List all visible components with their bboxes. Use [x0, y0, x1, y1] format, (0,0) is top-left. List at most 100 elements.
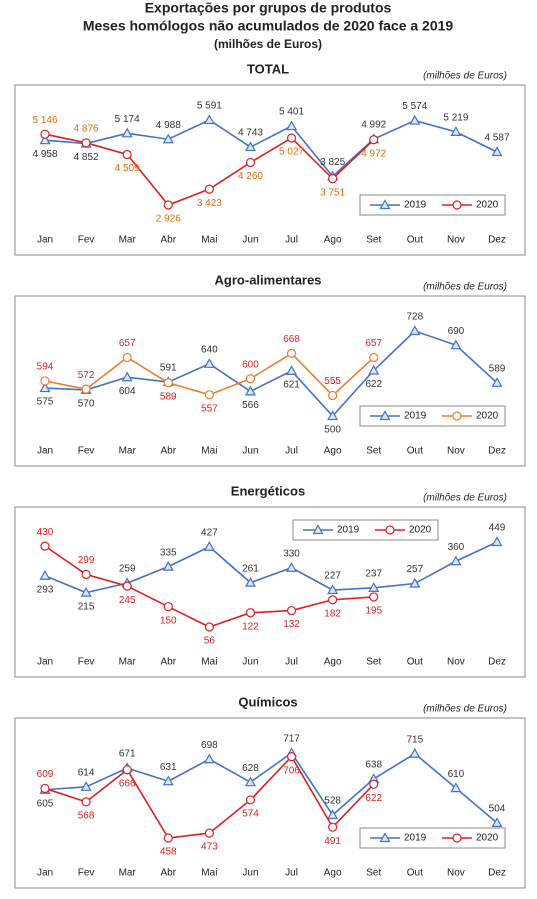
data-label: 122 — [242, 621, 259, 632]
x-tick-label: Dez — [488, 235, 506, 246]
data-label: 4 958 — [32, 149, 57, 160]
marker — [163, 378, 173, 388]
marker — [40, 783, 50, 794]
chart-title: Agro-alimentares — [215, 272, 322, 287]
series-line — [44, 751, 498, 824]
marker — [369, 352, 379, 363]
x-tick-label: Jan — [37, 657, 53, 668]
data-label: 430 — [37, 527, 54, 538]
plot-frame — [14, 84, 526, 256]
marker — [450, 126, 462, 136]
legend-box — [359, 827, 506, 849]
data-label: 4 260 — [238, 171, 263, 182]
x-tick-label: Ago — [324, 235, 342, 246]
data-label: 150 — [160, 615, 177, 626]
marker — [368, 364, 380, 375]
data-label: 570 — [78, 399, 95, 410]
data-label: 728 — [406, 312, 423, 323]
marker — [286, 365, 298, 375]
x-tick-label: Set — [366, 657, 381, 668]
data-label: 4 587 — [484, 133, 509, 144]
chart-title: Químicos — [238, 694, 297, 709]
data-label: 504 — [489, 804, 506, 815]
marker — [203, 541, 215, 551]
data-label: 698 — [201, 740, 218, 751]
data-label: 690 — [448, 326, 465, 337]
x-tick-label: Fev — [78, 868, 95, 879]
marker — [379, 410, 391, 421]
data-label: 449 — [489, 523, 506, 534]
marker — [379, 832, 391, 843]
x-tick-label: Nov — [447, 868, 465, 879]
data-label: 5 174 — [115, 114, 140, 125]
data-label: 56 — [204, 636, 216, 647]
marker — [452, 411, 462, 421]
marker — [328, 595, 338, 605]
x-tick-label: Out — [407, 235, 423, 246]
marker — [245, 374, 256, 384]
legend-box — [292, 519, 439, 541]
marker — [312, 524, 324, 535]
data-label: 609 — [37, 769, 54, 780]
data-label: 195 — [365, 606, 382, 617]
data-label: 261 — [242, 563, 259, 574]
data-label: 132 — [283, 619, 300, 630]
marker — [163, 602, 173, 612]
marker — [286, 752, 297, 762]
data-label: 572 — [78, 370, 95, 381]
marker — [244, 776, 256, 787]
data-label: 575 — [37, 397, 54, 408]
marker — [327, 410, 339, 421]
data-label: 2 926 — [156, 214, 181, 225]
data-label: 500 — [324, 425, 341, 436]
data-label: 257 — [406, 564, 423, 575]
marker — [328, 390, 338, 401]
data-label: 528 — [324, 796, 341, 807]
data-label: 638 — [365, 760, 382, 771]
data-label: 574 — [242, 809, 259, 820]
data-label: 621 — [283, 380, 300, 391]
x-tick-label: Jul — [285, 235, 298, 246]
x-tick-label: Jun — [242, 446, 258, 457]
data-label: 245 — [119, 595, 136, 606]
marker — [409, 325, 421, 336]
marker — [450, 555, 462, 566]
x-tick-label: Dez — [488, 657, 506, 668]
data-label: 605 — [37, 798, 54, 809]
x-tick-label: Out — [407, 868, 423, 879]
legend-label: 2019 — [404, 833, 427, 844]
x-tick-label: Abr — [160, 446, 176, 457]
legend-box — [359, 194, 506, 216]
marker — [369, 779, 379, 789]
marker — [204, 390, 214, 400]
marker — [203, 358, 215, 368]
marker — [121, 371, 133, 382]
chart-title: Energéticos — [231, 483, 305, 498]
data-label: 458 — [160, 847, 177, 858]
x-tick-label: Mai — [201, 868, 217, 879]
data-label: 657 — [365, 338, 382, 349]
marker — [245, 157, 256, 168]
x-tick-label: Jul — [285, 657, 298, 668]
marker — [203, 114, 215, 125]
unit-note: (milhões de Euros) — [423, 493, 507, 504]
data-label: 299 — [78, 555, 95, 566]
data-label: 622 — [365, 379, 382, 390]
x-tick-label: Mar — [119, 235, 137, 246]
marker — [450, 782, 462, 793]
data-label: 600 — [242, 359, 259, 370]
unit-note: (milhões de Euros) — [423, 71, 507, 82]
data-label: 668 — [283, 334, 300, 345]
x-tick-label: Ago — [324, 657, 342, 668]
marker — [40, 541, 50, 551]
marker — [40, 129, 50, 139]
data-label: 3 825 — [320, 157, 345, 168]
marker — [409, 747, 421, 758]
data-label: 335 — [160, 547, 177, 558]
data-label: 227 — [324, 571, 341, 582]
data-label: 330 — [283, 548, 300, 559]
legend-label: 2020 — [476, 411, 499, 422]
marker — [368, 582, 380, 592]
marker — [80, 586, 92, 597]
marker — [122, 765, 132, 775]
